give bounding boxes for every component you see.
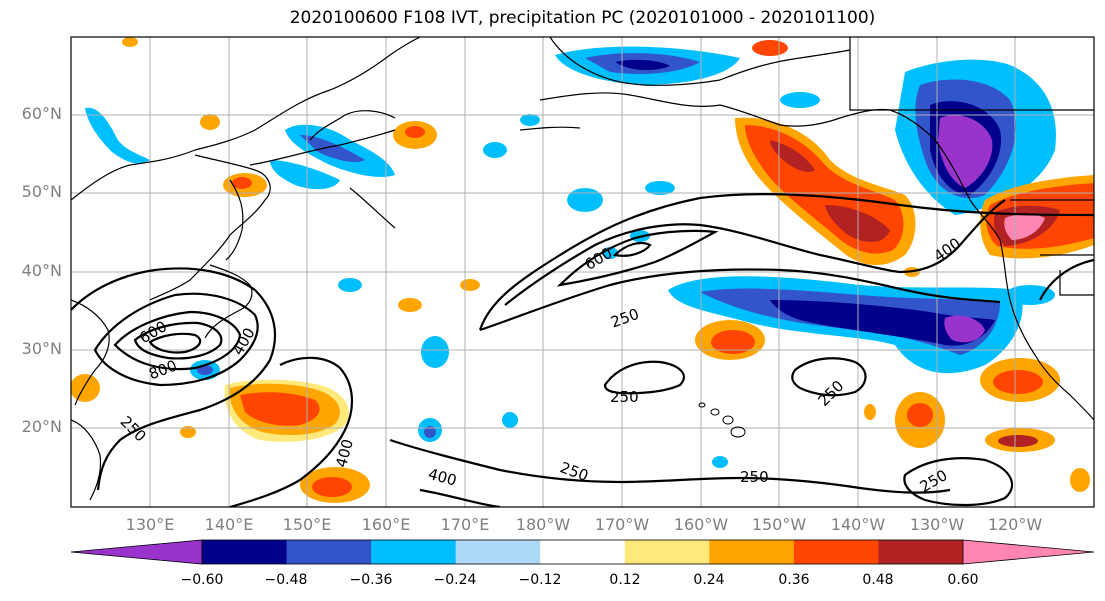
hawaii-islands: [698, 402, 746, 438]
colorbar-extend-max: [963, 540, 1094, 564]
colorbar-tick: −0.24: [433, 572, 477, 588]
colorbar-segment: [878, 540, 964, 564]
colorbar-segment: [371, 540, 457, 564]
precip-negative-bering: [555, 46, 740, 85]
lat-label: 50°N: [21, 182, 62, 201]
colorbar-segment: [455, 540, 541, 564]
precip-positive-east-china-sea: [224, 379, 349, 442]
lon-label: 120°W: [987, 515, 1043, 534]
colorbar-tick: 0.12: [609, 572, 641, 588]
lat-label: 20°N: [21, 417, 62, 436]
lon-label: 140°W: [830, 515, 886, 534]
precip-negative-alaska-gulf: [895, 59, 1056, 215]
lon-label: 130°W: [909, 515, 965, 534]
lon-label: 160°E: [361, 515, 411, 534]
coastlines: [71, 37, 1094, 501]
lon-label: 150°W: [751, 515, 807, 534]
map-border: [70, 36, 1095, 508]
colorbar-tick: −0.60: [180, 572, 224, 588]
colorbar-extend-min: [71, 540, 202, 564]
precip-negative-small-cells: [190, 92, 1055, 468]
colorbar-segment: [286, 540, 372, 564]
lon-label: 160°W: [673, 515, 729, 534]
lon-label: 180°W: [515, 515, 571, 534]
colorbar: [71, 540, 1094, 564]
lon-label: 150°E: [282, 515, 332, 534]
colorbar-tick: 0.60: [947, 572, 979, 588]
lat-label: 40°N: [21, 261, 62, 280]
lon-label: 170°E: [440, 515, 490, 534]
colorbar-segment: [540, 540, 626, 564]
lon-label: 130°E: [125, 515, 175, 534]
map-title: 2020100600 F108 IVT, precipitation PC (2…: [289, 8, 876, 28]
colorbar-segment: [709, 540, 795, 564]
colorbar-tick: −0.12: [518, 572, 562, 588]
contour-label: 250: [740, 468, 769, 486]
colorbar-tick: 0.36: [778, 572, 810, 588]
colorbar-segment: [202, 540, 288, 564]
colorbar-segment: [793, 540, 879, 564]
precip-negative-okhotsk: [85, 107, 395, 190]
colorbar-segment: [624, 540, 710, 564]
lon-label: 140°E: [204, 515, 254, 534]
lat-label: 60°N: [21, 104, 62, 123]
ivt-contours: [71, 192, 1094, 507]
colorbar-tick: −0.36: [349, 572, 393, 588]
lat-label: 30°N: [21, 339, 62, 358]
colorbar-frame: [201, 539, 964, 565]
contour-label: 250: [610, 388, 639, 406]
precip-negative-band-30n: [668, 276, 1023, 374]
colorbar-tick: 0.24: [693, 572, 725, 588]
colorbar-tick: −0.48: [264, 572, 308, 588]
lon-label: 170°W: [594, 515, 650, 534]
colorbar-tick: 0.48: [862, 572, 894, 588]
